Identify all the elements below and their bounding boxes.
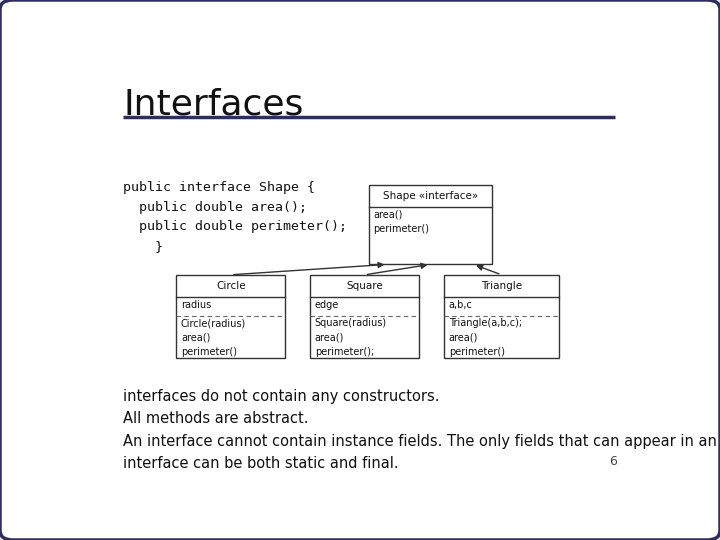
Text: Triangle(a,b,c);
area()
perimeter(): Triangle(a,b,c); area() perimeter() [449, 318, 522, 357]
Bar [176, 275, 285, 358]
Text: radius: radius [181, 300, 211, 310]
Text: Triangle: Triangle [481, 281, 522, 291]
Text: Square: Square [346, 281, 383, 291]
Text: area()
perimeter(): area() perimeter() [374, 209, 429, 234]
Bar [310, 275, 419, 358]
Text: interfaces do not contain any constructors.
All methods are abstract.
An interfa: interfaces do not contain any constructo… [124, 389, 717, 471]
Text: edge: edge [315, 300, 339, 310]
Text: Square(radius)
area()
perimeter();: Square(radius) area() perimeter(); [315, 318, 387, 357]
Text: Shape «interface»: Shape «interface» [383, 191, 478, 201]
Text: Circle: Circle [216, 281, 246, 291]
Bar [444, 275, 559, 358]
Text: Circle(radius)
area()
perimeter(): Circle(radius) area() perimeter() [181, 318, 246, 357]
Bar [369, 185, 492, 265]
Text: a,b,c: a,b,c [449, 300, 472, 310]
Text: Interfaces: Interfaces [124, 87, 304, 122]
Text: public interface Shape {
  public double area();
  public double perimeter();
  : public interface Shape { public double a… [124, 181, 348, 253]
Text: 6: 6 [609, 455, 617, 468]
